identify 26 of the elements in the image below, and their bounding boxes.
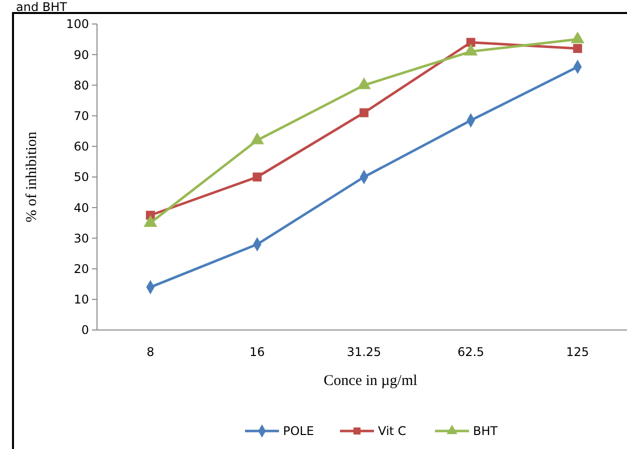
legend-label: BHT <box>473 424 498 438</box>
y-tick-label: 0 <box>81 323 89 338</box>
point <box>573 44 582 53</box>
y-tick-label: 70 <box>74 109 89 123</box>
legend-label: Vit C <box>378 424 406 438</box>
point <box>252 172 262 182</box>
point <box>466 38 476 47</box>
x-tick-label: 31.25 <box>346 345 382 359</box>
y-tick-label: 60 <box>74 140 89 154</box>
y-tick-label: 30 <box>74 231 89 246</box>
point <box>360 108 368 118</box>
x-tick-label: 125 <box>566 345 590 359</box>
x-axis-title: Conce in µg/ml <box>324 373 418 389</box>
y-tick-label: 50 <box>74 170 89 184</box>
text: and BHT <box>16 0 68 14</box>
y-tick-label: 100 <box>66 17 89 32</box>
y-tick-label: 80 <box>74 78 89 92</box>
y-tick-label: 20 <box>74 262 89 276</box>
y-axis-title: % of inhibition <box>24 131 40 222</box>
y-tick-label: 90 <box>74 48 89 62</box>
x-tick-label: 8 <box>146 345 154 359</box>
y-tick-label: 10 <box>74 292 89 307</box>
x-tick-label: 62.5 <box>457 345 484 359</box>
y-tick-label: 40 <box>74 200 89 215</box>
legend-label: POLE <box>283 424 314 438</box>
x-tick-label: 16 <box>250 345 265 359</box>
